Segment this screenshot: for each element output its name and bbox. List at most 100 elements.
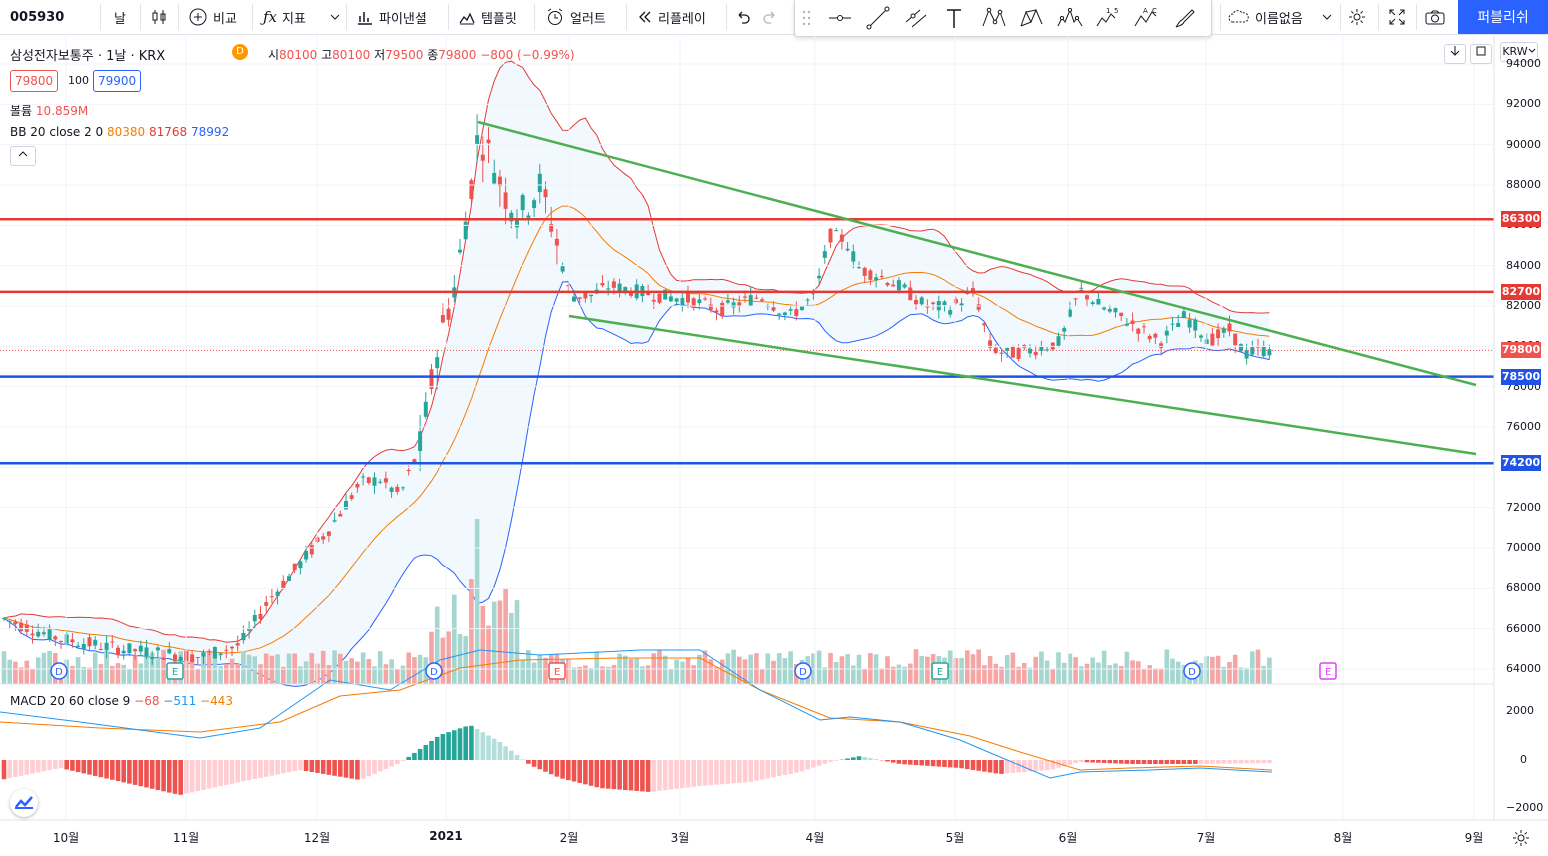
macd-histogram-bar (332, 760, 337, 776)
macd-histogram-bar (206, 760, 212, 789)
layout-name: 이름없음 (1255, 11, 1303, 27)
candle-body (1159, 343, 1164, 348)
candle-body (971, 288, 975, 294)
candle-body (1005, 347, 1010, 351)
price-tick-label: 64000 (1506, 662, 1541, 675)
trend-line[interactable] (568, 314, 1477, 456)
chart-type-button[interactable] (150, 0, 168, 34)
text-icon[interactable] (941, 6, 967, 30)
earnings-marker[interactable] (166, 662, 184, 680)
templates-button[interactable]: 템플릿 (458, 0, 517, 34)
svg-text:5: 5 (1114, 7, 1118, 15)
candle-body (1142, 326, 1146, 328)
macd-histogram-bar (754, 760, 759, 781)
volume-bar (469, 579, 474, 684)
macd-histogram-bar (526, 760, 531, 764)
settings-button-bottom[interactable] (1512, 829, 1530, 851)
dividend-marker[interactable] (425, 662, 443, 680)
dividend-badge[interactable]: D (232, 44, 248, 60)
alert-button[interactable]: 얼러트 (545, 0, 606, 34)
candle-body (383, 478, 388, 483)
volume-bar (1004, 655, 1010, 684)
trend-line-icon[interactable] (865, 6, 891, 30)
horizontal-ray-icon[interactable] (827, 6, 853, 30)
indicators-dropdown[interactable] (330, 0, 340, 34)
macd-histogram-bar (691, 760, 696, 787)
fullscreen-button[interactable] (1387, 0, 1407, 34)
compare-label: 비교 (213, 11, 237, 27)
macd-histogram-bar (81, 760, 87, 774)
macd-histogram-bar (1044, 760, 1050, 771)
earnings-marker[interactable] (931, 662, 949, 680)
macd-histogram-bar (377, 760, 383, 772)
volume-bar (828, 652, 833, 684)
volume-bar (976, 649, 981, 684)
macd-histogram-bar (35, 760, 41, 773)
redo-icon (763, 11, 775, 24)
brush-icon[interactable] (1173, 6, 1199, 30)
candle-body (1176, 323, 1181, 328)
collapse-legend-button[interactable] (10, 146, 36, 166)
macd-histogram-bar (600, 760, 605, 789)
macd-histogram-bar (731, 760, 736, 784)
chevron-down-icon (1528, 48, 1535, 53)
undo-button[interactable] (735, 0, 751, 34)
volume-bar (303, 661, 309, 684)
chart-canvas[interactable]: D E D E D E D E (0, 36, 1548, 856)
dividend-marker[interactable] (50, 662, 68, 680)
macd-histogram-bar (366, 760, 372, 777)
macd-histogram-bar (942, 760, 947, 767)
volume-bar (628, 659, 634, 684)
dividend-marker[interactable] (1183, 662, 1201, 680)
macd-histogram-bar (548, 760, 554, 775)
currency-selector[interactable]: KRW (1500, 42, 1538, 62)
parallel-channel-icon[interactable] (903, 6, 929, 30)
dividend-marker[interactable] (794, 662, 812, 680)
financials-button[interactable]: 파이낸셜 (356, 0, 427, 34)
interval-button[interactable]: 날 (114, 11, 126, 27)
replay-button[interactable]: 리플레이 (637, 0, 706, 34)
macd-histogram-bar (30, 760, 35, 774)
layout-dropdown[interactable] (1322, 0, 1332, 34)
candle-body (81, 643, 86, 650)
macd-histogram-bar (1050, 760, 1056, 770)
time-tick-label: 6월 (1058, 831, 1078, 845)
macd-histogram-bar (338, 760, 343, 777)
maximize-pane-button[interactable] (1470, 44, 1492, 64)
macd-histogram-bar (680, 760, 685, 789)
earnings-marker[interactable] (1319, 662, 1337, 680)
macd-histogram-bar (349, 760, 354, 779)
macd-histogram-bar (241, 760, 246, 782)
candle-body (583, 292, 588, 299)
chevron-up-icon (18, 151, 28, 157)
svg-text:C: C (1152, 7, 1157, 15)
compare-button[interactable]: 비교 (188, 0, 237, 34)
xabcd-pattern-icon[interactable] (981, 6, 1007, 30)
head-shoulders-icon[interactable] (1057, 6, 1083, 30)
tradingview-logo-button[interactable] (10, 789, 38, 817)
trend-line[interactable] (477, 120, 1477, 387)
macd-histogram-bar (662, 760, 668, 791)
publish-button[interactable]: 퍼블리쉬 (1458, 0, 1548, 34)
macd-histogram-bar (1090, 760, 1095, 763)
earnings-marker[interactable] (548, 662, 566, 680)
macd-tick-label: 2000 (1506, 704, 1534, 717)
cypher-pattern-icon[interactable] (1019, 6, 1045, 30)
separator (534, 4, 535, 30)
drag-handle-icon[interactable] (799, 6, 815, 30)
snapshot-button[interactable] (1424, 0, 1446, 34)
indicators-button[interactable]: ƒx 지표 (263, 0, 306, 34)
layout-button[interactable]: 이름없음 (1228, 0, 1303, 34)
bid-price-badge[interactable]: 79800 (10, 70, 59, 92)
ask-price-badge[interactable]: 79900 (93, 70, 142, 92)
symbol-search[interactable]: 005930 (10, 9, 65, 25)
settings-button[interactable] (1347, 0, 1367, 34)
redo-button[interactable] (762, 0, 778, 34)
candle-body (976, 304, 981, 310)
candle-body (1130, 320, 1135, 324)
scroll-down-button[interactable] (1444, 44, 1466, 64)
candle-body (554, 238, 559, 246)
candle-body (207, 651, 212, 653)
